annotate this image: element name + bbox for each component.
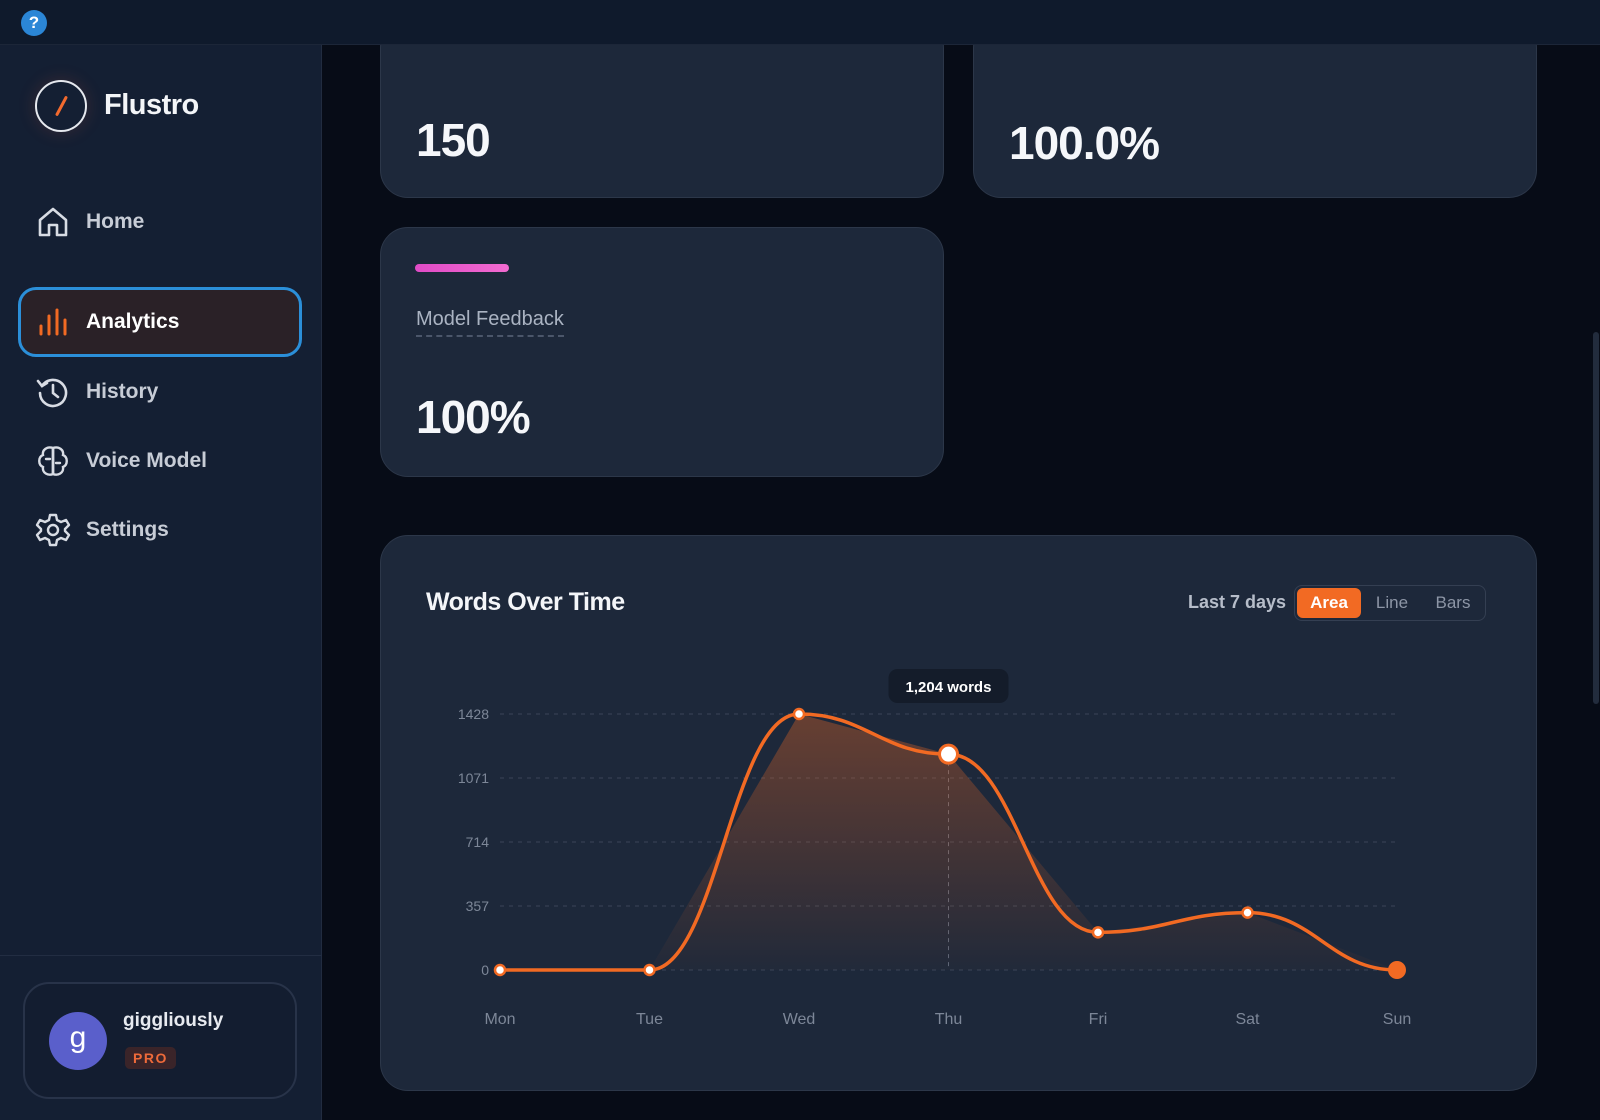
data-point <box>1388 961 1406 979</box>
home-icon <box>38 207 68 237</box>
sidebar-item-label: Voice Model <box>86 449 207 472</box>
sidebar-item-label: Analytics <box>86 310 180 333</box>
x-tick-label: Sun <box>1383 1011 1411 1028</box>
app-logo <box>35 80 87 132</box>
stat-card-wpm: 150 <box>380 20 944 198</box>
sidebar-item-voice-model[interactable]: Voice Model <box>18 426 302 496</box>
title-bar-overlay <box>322 0 1600 45</box>
tooltip-label: 1,204 words <box>906 679 992 696</box>
data-point <box>1241 906 1254 919</box>
sidebar: Flustro Home Analytics History <box>0 45 322 1120</box>
words-chart: 0 357 714 1071 1428 Mon Tue Wed Thu Fri Sat Sun 1,2… <box>458 669 1411 1028</box>
stat-value: 100% <box>416 391 531 443</box>
avatar: g <box>49 1012 107 1070</box>
data-point <box>493 963 507 977</box>
sidebar-item-home[interactable]: Home <box>18 187 302 257</box>
data-point <box>792 707 806 721</box>
x-tick-label: Sat <box>1235 1011 1260 1028</box>
area-fill <box>500 714 1397 970</box>
date-range-label[interactable]: Last 7 days <box>1188 592 1287 612</box>
y-tick-label: 357 <box>466 898 490 914</box>
y-tick-label: 714 <box>466 834 490 850</box>
chart-title: Words Over Time <box>426 588 625 616</box>
x-tick-label: Wed <box>783 1011 816 1028</box>
y-tick-label: 1071 <box>458 770 489 786</box>
username: giggliously <box>123 1010 224 1031</box>
x-tick-label: Mon <box>484 1011 515 1028</box>
stat-label: Model Feedback <box>416 308 564 337</box>
sidebar-item-label: Home <box>86 210 145 233</box>
feedback-accent-bar <box>415 264 509 272</box>
help-icon[interactable]: ? <box>21 10 47 36</box>
mode-area-button[interactable]: Area <box>1297 588 1361 618</box>
x-tick-label: Tue <box>636 1011 663 1028</box>
stat-value: 100.0% <box>1009 117 1160 169</box>
stat-value: 150 <box>416 114 491 166</box>
mode-bars-button[interactable]: Bars <box>1435 593 1471 612</box>
sidebar-item-label: Settings <box>86 518 169 541</box>
chart-panel: Words Over Time Last 7 days Area Line Ba… <box>380 535 1537 1091</box>
app-name: Flustro <box>104 89 199 121</box>
data-point <box>1091 926 1105 939</box>
brain-icon <box>38 446 68 476</box>
sidebar-item-settings[interactable]: Settings <box>18 495 302 565</box>
x-tick-label: Thu <box>935 1011 963 1028</box>
tooltip-box <box>888 669 1009 703</box>
stat-card-feedback: Model Feedback 100% <box>380 227 944 477</box>
plan-badge: PRO <box>125 1047 176 1069</box>
x-tick-label: Fri <box>1089 1011 1108 1028</box>
history-icon <box>36 378 68 408</box>
data-point <box>643 963 656 977</box>
sidebar-divider <box>0 955 322 956</box>
data-point-highlight <box>938 743 959 765</box>
bar-chart-icon <box>39 308 67 336</box>
sidebar-item-label: History <box>86 380 159 403</box>
y-tick-label: 0 <box>481 962 489 978</box>
gear-icon <box>35 513 71 547</box>
mode-line-button[interactable]: Line <box>1375 593 1409 612</box>
main-scrollbar[interactable] <box>1593 332 1599 704</box>
sidebar-item-history[interactable]: History <box>18 357 302 427</box>
stat-card-cleanup: 100.0% <box>973 20 1537 198</box>
chart-mode-toggle: Area Line Bars <box>1294 585 1486 621</box>
y-tick-label: 1428 <box>458 706 489 722</box>
user-profile-card[interactable]: g giggliously PRO <box>23 982 297 1099</box>
sidebar-item-analytics[interactable]: Analytics <box>18 287 302 357</box>
